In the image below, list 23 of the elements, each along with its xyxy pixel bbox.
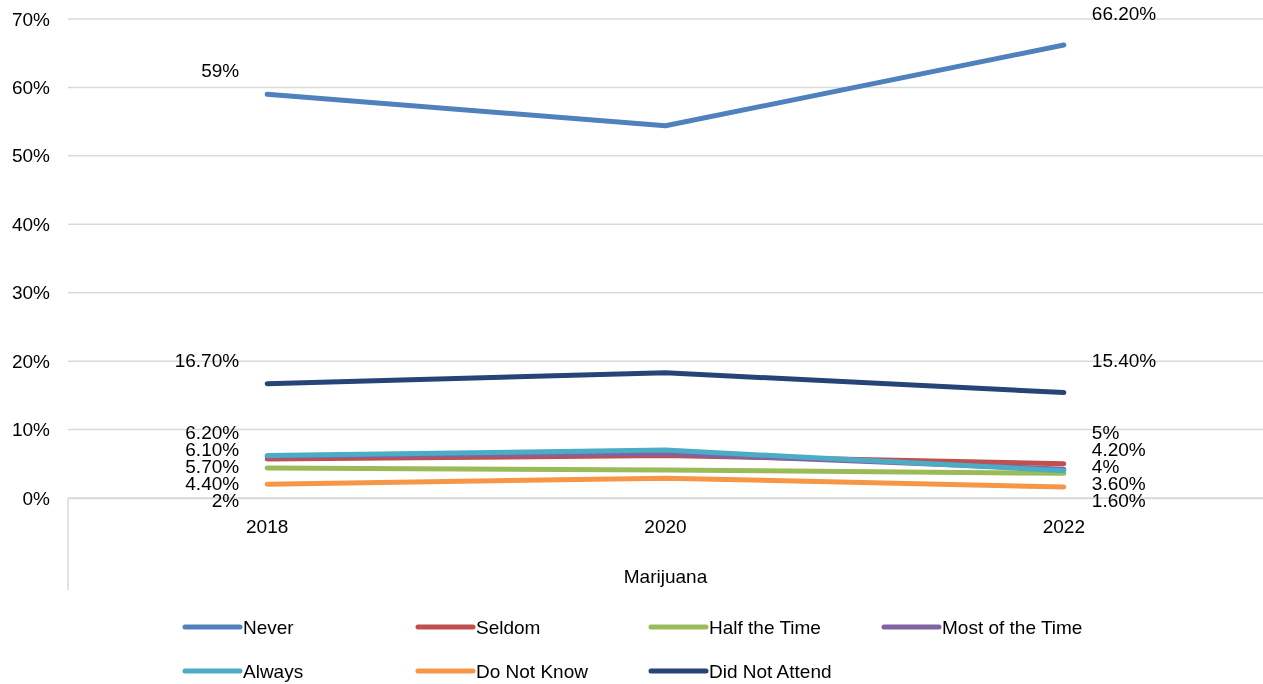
legend-label: Most of the Time	[942, 616, 1083, 638]
y-tick-label: 20%	[11, 350, 51, 372]
x-tick-label: 2020	[644, 516, 687, 538]
y-tick-label: 60%	[11, 77, 51, 99]
legend-label: Half the Time	[709, 616, 821, 638]
x-axis-title: Marijuana	[623, 566, 708, 587]
legend-label: Did Not Attend	[709, 660, 832, 682]
data-label: 66.20%	[1091, 2, 1157, 24]
y-tick-label: 30%	[11, 282, 51, 304]
legend-label: Never	[243, 616, 295, 638]
legend-label: Seldom	[476, 616, 541, 638]
x-tick-label: 2018	[246, 516, 289, 538]
legend-label: Do Not Know	[476, 660, 589, 682]
x-tick-label: 2022	[1042, 516, 1085, 538]
y-tick-label: 40%	[11, 213, 51, 235]
data-label: 15.40%	[1091, 350, 1157, 372]
y-tick-label: 70%	[11, 8, 51, 30]
y-tick-label: 50%	[11, 145, 51, 167]
y-tick-label: 10%	[11, 419, 51, 441]
legend-label: Always	[243, 660, 304, 682]
data-label: 16.70%	[174, 349, 240, 371]
y-tick-label: 0%	[22, 487, 51, 509]
data-label: 59%	[201, 60, 240, 82]
